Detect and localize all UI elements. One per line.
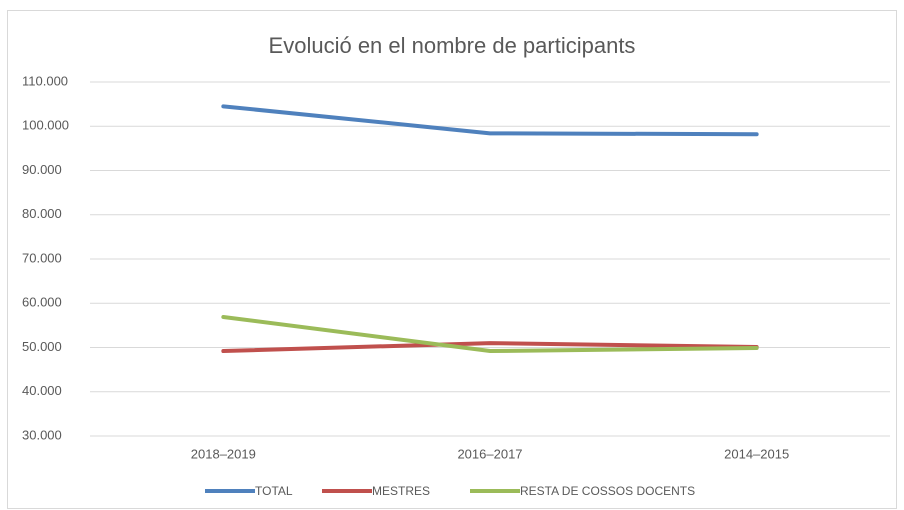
y-tick-label: 50.000 — [22, 339, 62, 354]
y-tick-label: 40.000 — [22, 383, 62, 398]
x-tick-label: 2018–2019 — [191, 446, 256, 461]
x-tick-label: 2014–2015 — [724, 446, 789, 461]
y-tick-label: 70.000 — [22, 250, 62, 265]
x-tick-label: 2016–2017 — [457, 446, 522, 461]
chart-title: Evolució en el nombre de participants — [269, 33, 636, 58]
series-line — [221, 104, 759, 137]
y-tick-label: 110.000 — [22, 73, 68, 88]
legend-label: RESTA DE COSSOS DOCENTS — [520, 484, 695, 498]
series-line — [221, 314, 759, 354]
y-tick-label: 90.000 — [22, 162, 62, 177]
y-tick-label: 30.000 — [22, 427, 62, 442]
y-tick-label: 80.000 — [22, 206, 62, 221]
y-tick-label: 60.000 — [22, 295, 62, 310]
legend-label: TOTAL — [255, 484, 293, 498]
legend-label: MESTRES — [372, 484, 430, 498]
series-line — [221, 341, 759, 354]
y-tick-label: 100.000 — [22, 118, 69, 133]
